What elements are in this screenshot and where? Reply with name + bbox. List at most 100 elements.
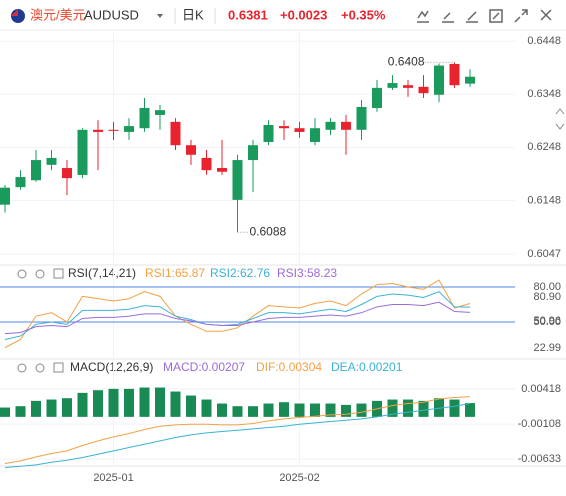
y-tick-label: 0.6148 xyxy=(527,194,561,206)
tool-icon[interactable] xyxy=(466,11,478,23)
candle-body xyxy=(62,168,72,179)
tool-icon[interactable] xyxy=(540,9,552,21)
candle-body xyxy=(418,86,429,94)
candle-body xyxy=(139,108,150,129)
macd-bar xyxy=(434,398,444,417)
macd-bar xyxy=(77,392,88,417)
rsi-line xyxy=(4,279,471,349)
candle-body xyxy=(201,157,212,171)
legend-entry: RSI1:65.87 xyxy=(145,266,205,280)
legend-entry: DIF:0.00304 xyxy=(256,360,322,374)
candle-body xyxy=(46,157,57,165)
candle-body xyxy=(232,160,243,200)
macd-bar xyxy=(403,399,413,417)
candle-body xyxy=(217,168,227,172)
macd-bar xyxy=(217,403,227,417)
macd-bar xyxy=(418,400,429,417)
macd-bar xyxy=(0,407,10,417)
tool-icon[interactable] xyxy=(417,10,429,23)
tool-icon[interactable] xyxy=(442,12,454,23)
scale-label: 80.90 xyxy=(533,291,561,303)
macd-bar xyxy=(46,399,57,417)
macd-bar xyxy=(248,406,258,417)
annotation: 0.6408 xyxy=(388,55,425,69)
macd-bar xyxy=(325,403,336,417)
candle-body xyxy=(387,83,398,88)
settings-icon[interactable] xyxy=(35,363,45,373)
tool-icon[interactable] xyxy=(514,9,528,23)
candle-body xyxy=(263,125,274,143)
scale-label: 50.96 xyxy=(533,315,561,327)
macd-bar xyxy=(124,388,134,417)
macd-bar xyxy=(232,406,243,417)
macd-line xyxy=(4,402,471,469)
legend-entry: RSI2:62.76 xyxy=(210,266,270,280)
macd-line xyxy=(4,396,471,465)
candle-body xyxy=(341,121,351,130)
candle-body xyxy=(31,160,41,181)
y-tick-label: 50.00 xyxy=(533,316,561,328)
x-tick-label: 2025-01 xyxy=(93,472,133,484)
y-tick-label: 0.6248 xyxy=(527,141,561,153)
macd-bar xyxy=(93,390,103,417)
candle-body xyxy=(325,121,336,130)
candle-body xyxy=(248,145,258,161)
candle-body xyxy=(294,128,305,132)
symbol[interactable]: AUDUSD xyxy=(84,7,139,22)
tool-icon[interactable] xyxy=(489,9,503,23)
period[interactable]: 日K xyxy=(182,7,204,22)
macd-bar xyxy=(294,403,305,417)
candle-body xyxy=(0,187,10,205)
toolbar[interactable] xyxy=(417,9,552,23)
y-tick-label: 80.00 xyxy=(533,281,561,293)
macd-bar xyxy=(310,403,320,417)
macd-bar xyxy=(201,399,212,417)
macd-bar xyxy=(186,395,196,417)
candle-body xyxy=(108,129,119,131)
candle-body xyxy=(170,121,181,146)
macd-bar xyxy=(341,404,351,417)
change: +0.0023 xyxy=(280,7,327,22)
scroll-arrows[interactable] xyxy=(555,108,565,130)
x-tick-label: 2025-02 xyxy=(279,472,319,484)
macd-bar xyxy=(31,400,41,417)
eye-icon[interactable] xyxy=(17,363,27,373)
panel-icon[interactable] xyxy=(53,362,64,373)
candle-body xyxy=(403,85,413,88)
candle-body xyxy=(77,129,88,175)
y-tick-label: 0.6348 xyxy=(527,88,561,100)
indicator-title: MACD(12,26,9) xyxy=(70,360,153,374)
candle-body xyxy=(310,128,320,143)
y-tick-label: 0.00418 xyxy=(521,383,561,395)
dropdown-arrow[interactable] xyxy=(157,14,163,18)
legend-entry: DEA:0.00201 xyxy=(331,360,403,374)
rsi-line xyxy=(4,291,471,340)
candle-body xyxy=(356,106,367,130)
price: 0.6381 xyxy=(228,7,268,22)
eye-icon[interactable] xyxy=(17,269,27,279)
macd-bar xyxy=(449,399,460,417)
y-tick-label: 0.6047 xyxy=(527,248,561,260)
candle-body xyxy=(279,126,289,129)
change-pct: +0.35% xyxy=(341,7,386,22)
pair-name[interactable]: 澳元/美元 xyxy=(30,7,86,22)
macd-bar xyxy=(15,406,26,417)
panel-icon[interactable] xyxy=(53,268,64,279)
candle-body xyxy=(372,87,382,109)
macd-bar xyxy=(465,403,475,417)
scale-label: 22.99 xyxy=(533,342,561,354)
settings-icon[interactable] xyxy=(35,269,45,279)
candle-body xyxy=(449,63,460,86)
candle-body xyxy=(465,76,475,84)
macd-bar xyxy=(263,403,274,417)
y-tick-label: -0.00633 xyxy=(518,453,561,465)
macd-bar xyxy=(155,387,165,417)
candle-body xyxy=(434,65,444,95)
flag xyxy=(11,9,25,23)
candle-body xyxy=(15,177,26,188)
legend-entry: RSI3:58.23 xyxy=(277,266,337,280)
y-tick-label: -0.00108 xyxy=(518,418,561,430)
indicator-title: RSI(7,14,21) xyxy=(68,266,136,280)
